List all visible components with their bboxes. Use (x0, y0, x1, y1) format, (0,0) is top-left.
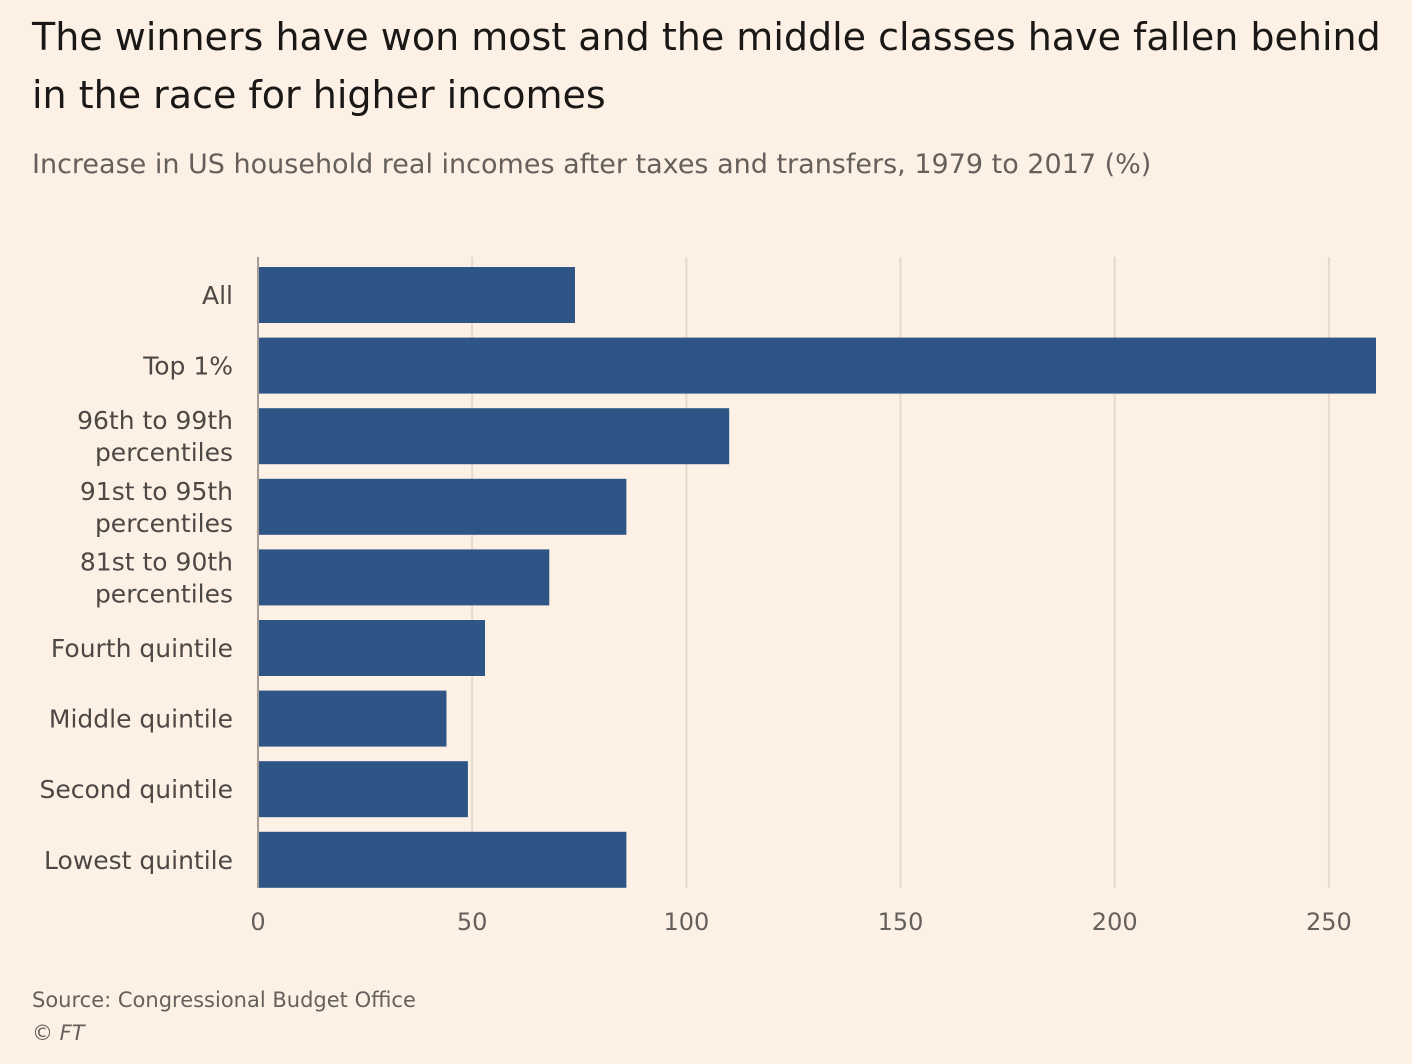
source-note: Source: Congressional Budget Office (32, 988, 416, 1012)
bar (258, 620, 486, 676)
x-tick-label: 50 (457, 908, 488, 936)
category-label: Top 1% (142, 352, 233, 381)
category-label: Lowest quintile (44, 846, 233, 875)
category-label: Middle quintile (49, 705, 233, 734)
category-label: Second quintile (39, 775, 233, 804)
category-label: 81st to 90th percentiles (80, 547, 233, 608)
chart-title: The winners have won most and the middle… (32, 15, 1381, 117)
bar (258, 831, 627, 888)
bar (258, 267, 575, 323)
chart-footer: Source: Congressional Budget Office © FT (32, 984, 416, 1050)
bar (258, 549, 550, 606)
category-labels: All Top 1% 96th to 99th percentiles 91st to … (39, 281, 233, 875)
category-label: Fourth quintile (51, 634, 233, 663)
category-label: 91st to 95th percentiles (80, 477, 233, 538)
chart-subtitle: Increase in US household real incomes af… (32, 149, 1152, 180)
x-tick-label: 150 (878, 908, 924, 936)
category-label: All (202, 281, 233, 310)
bar-chart: All Top 1% 96th to 99th percentiles 91st to … (39, 257, 1376, 936)
x-tick-label: 250 (1306, 908, 1352, 936)
x-tick-label: 100 (663, 908, 709, 936)
x-tick-label: 200 (1092, 908, 1138, 936)
copyright-note: © FT (32, 1021, 85, 1045)
bar (258, 761, 468, 818)
x-tick-label: 0 (250, 908, 265, 936)
bar (258, 690, 447, 747)
x-tick-labels: 0 50 100 150 200 250 (250, 908, 1351, 936)
bar (258, 478, 627, 535)
bars (258, 267, 1376, 888)
bar (258, 337, 1376, 394)
category-label: 96th to 99th percentiles (77, 406, 233, 467)
bar (258, 408, 730, 465)
